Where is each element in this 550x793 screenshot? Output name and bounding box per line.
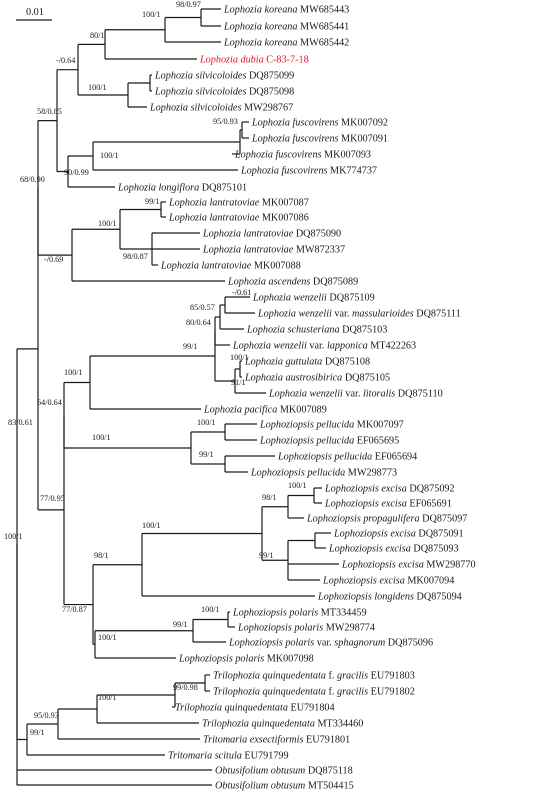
tree-branches	[16, 8, 339, 786]
tip-label-t17: Lophozia lantratoviae MK007088	[160, 261, 301, 272]
support-label-n_P2: 99/1	[199, 450, 214, 459]
tip-label-t24: Lophozia austrosibirica DQ875105	[244, 373, 390, 384]
support-label-n_lasc: -/0.69	[44, 255, 63, 264]
support-label-n_Wp: 100/1	[64, 368, 83, 377]
tip-label-t41: Lophoziopsis polaris var. sphagnorum DQ8…	[228, 638, 433, 649]
tip-label-t03: Lophozia koreana MW685442	[223, 38, 349, 49]
support-label-n_M: 64/0.64	[37, 398, 62, 407]
support-label-n_G2: 91/1	[231, 378, 246, 387]
tip-label-t37: Lophoziopsis excisa MK007094	[322, 576, 454, 587]
support-label-n_koreana: 98/0.97	[176, 0, 201, 9]
tip-label-t09: Lophozia fuscovirens MK007091	[251, 134, 388, 145]
support-label-n_fl: 90/0.99	[64, 168, 89, 177]
tip-label-t30: Lophoziopsis pellucida MW298773	[250, 468, 397, 479]
support-label-n_la1: 99/1	[145, 197, 160, 206]
tip-label-t04: Lophozia dubia C-83-7-18	[199, 55, 309, 66]
tip-label-t21: Lophozia schusteriana DQ875103	[246, 325, 387, 336]
tip-label-t10: Lophozia fuscovirens MK007093	[234, 150, 371, 161]
support-label-n_L: 77/0.95	[40, 494, 65, 503]
tip-label-t16: Lophozia lantratoviae MW872337	[202, 245, 345, 256]
support-label-n_Tr: 95/0.93	[34, 711, 59, 720]
tip-label-t23: Lophozia guttulata DQ875108	[244, 357, 370, 368]
support-label-n_EL: 98/1	[94, 551, 109, 560]
tip-label-t19: Lophozia wenzelii DQ875109	[252, 293, 375, 304]
tip-label-t14: Lophozia lantratoviae MK007086	[168, 213, 309, 224]
tip-label-t29: Lophoziopsis pellucida EF065694	[277, 452, 417, 463]
support-label-n_W3: 80/0.64	[186, 318, 211, 327]
support-label-n_Q: 100/1	[98, 633, 117, 642]
support-label-n_la2: 98/0.87	[123, 252, 148, 261]
tip-label-t08: Lophozia fuscovirens MK007092	[251, 118, 388, 129]
support-label-n_E: 100/1	[142, 521, 161, 530]
tip-label-t48: Tritomaria scitula EU791799	[168, 751, 289, 762]
support-label-n_la: 100/1	[98, 219, 117, 228]
tip-label-t26: Lophozia pacifica MK007089	[203, 405, 327, 416]
tip-label-t36: Lophoziopsis excisa MW298770	[341, 560, 476, 571]
tip-label-t39: Lophoziopsis polaris MT334459	[232, 608, 367, 619]
tip-label-t15: Lophozia lantratoviae DQ875090	[202, 229, 341, 240]
tip-label-t01: Lophozia koreana MW685443	[223, 5, 349, 16]
tip-label-t32: Lophoziopsis excisa EF065691	[324, 499, 452, 510]
tip-label-t40: Lophoziopsis polaris MW298774	[237, 623, 375, 634]
tip-label-t42: Lophoziopsis polaris MK007098	[178, 654, 314, 665]
support-label-n_E1: 100/1	[288, 481, 307, 490]
tip-label-t28: Lophoziopsis pellucida EF065695	[259, 436, 399, 447]
support-label-n_Tr1: 99/0.98	[173, 683, 198, 692]
support-label-n_kor_dub: 100/1	[142, 10, 161, 19]
support-label-n_silv: 100/1	[88, 83, 107, 92]
tip-label-t44: Trilophozia quinquedentata f. gracilis E…	[213, 687, 415, 698]
support-label-n_S: 77/0.87	[62, 605, 87, 614]
tip-label-t47: Tritomaria exsectiformis EU791801	[203, 735, 350, 746]
support-label-n_G1: 100/1	[230, 353, 249, 362]
support-label-n_ksv: -/0.64	[56, 56, 75, 65]
tip-label-t20: Lophozia wenzelii var. massularioides DQ…	[257, 309, 461, 320]
tip-label-t27: Lophoziopsis pellucida MK007097	[259, 420, 404, 431]
tip-label-t18: Lophozia ascendens DQ875089	[227, 277, 358, 288]
tip-label-t22: Lophozia wenzelii var. lapponica MT42226…	[232, 341, 416, 352]
support-label-n_P: 100/1	[92, 433, 111, 442]
support-label-n_T: 99/1	[30, 728, 45, 737]
support-label-n_A: 58/0.85	[37, 107, 62, 116]
tip-label-t38: Lophoziopsis longidens DQ875094	[317, 592, 462, 603]
tip-label-t13: Lophozia lantratoviae MK007087	[168, 198, 309, 209]
tip-label-t43: Trilophozia quinquedentata f. gracilis E…	[213, 671, 415, 682]
support-label-n_kd: 80/1	[90, 31, 105, 40]
support-label-n_P1: 100/1	[197, 418, 216, 427]
tip-label-t35: Lophoziopsis excisa DQ875093	[328, 544, 459, 555]
tip-label-t31: Lophoziopsis excisa DQ875092	[324, 484, 455, 495]
tip-labels: Lophozia koreana MW685443 Lophozia korean…	[117, 5, 476, 792]
support-label-n_In: 100/1	[4, 532, 23, 541]
tip-label-t11: Lophozia fuscovirens MK774737	[240, 166, 377, 177]
scale-bar-label: 0.01	[26, 7, 44, 18]
tip-label-t05: Lophozia silvicoloides DQ875099	[154, 71, 294, 82]
tip-label-t46: Trilophozia quinquedentata MT334460	[202, 719, 363, 730]
tip-label-t25: Lophozia wenzelii var. litoralis DQ87511…	[268, 389, 443, 400]
support-label-n_E4: 99/1	[259, 551, 274, 560]
support-label-n_W0: -/0.61	[232, 288, 251, 297]
support-label-n_Tr2: 100/1	[98, 693, 117, 702]
support-label-n_Q1: 100/1	[201, 605, 220, 614]
tip-label-t12: Lophozia longiflora DQ875101	[117, 183, 247, 194]
scale-bar: 0.01	[16, 7, 52, 21]
tip-label-t45: Trilophozia quinquedentata EU791804	[175, 703, 335, 714]
tip-label-t06: Lophozia silvicoloides DQ875098	[154, 87, 294, 98]
support-values: 98/0.97 100/1 80/1 100/1 -/0.64 95/0.93 100/1 9…	[4, 0, 307, 737]
support-label-n_U: 83/0.61	[8, 418, 33, 427]
tip-label-t34: Lophoziopsis excisa DQ875091	[333, 529, 464, 540]
support-label-n_W1: 85/0.57	[190, 303, 215, 312]
support-label-n_E2: 98/1	[262, 493, 277, 502]
support-label-n_fu: 100/1	[100, 151, 119, 160]
support-label-n_I: 68/0.90	[20, 175, 45, 184]
support-label-n_fu2: 95/0.93	[213, 117, 238, 126]
tip-label-t50: Obtusifolium obtusum MT504415	[215, 781, 354, 792]
tip-label-t02: Lophozia koreana MW685441	[223, 22, 349, 33]
tip-label-t33: Lophoziopsis propagulifera DQ875097	[306, 514, 467, 525]
tip-label-t49: Obtusifolium obtusum DQ875118	[215, 766, 353, 777]
support-label-n_W4: 99/1	[183, 342, 198, 351]
support-label-n_Q2: 99/1	[173, 620, 188, 629]
tip-label-t07: Lophozia silvicoloides MW298767	[149, 103, 293, 114]
